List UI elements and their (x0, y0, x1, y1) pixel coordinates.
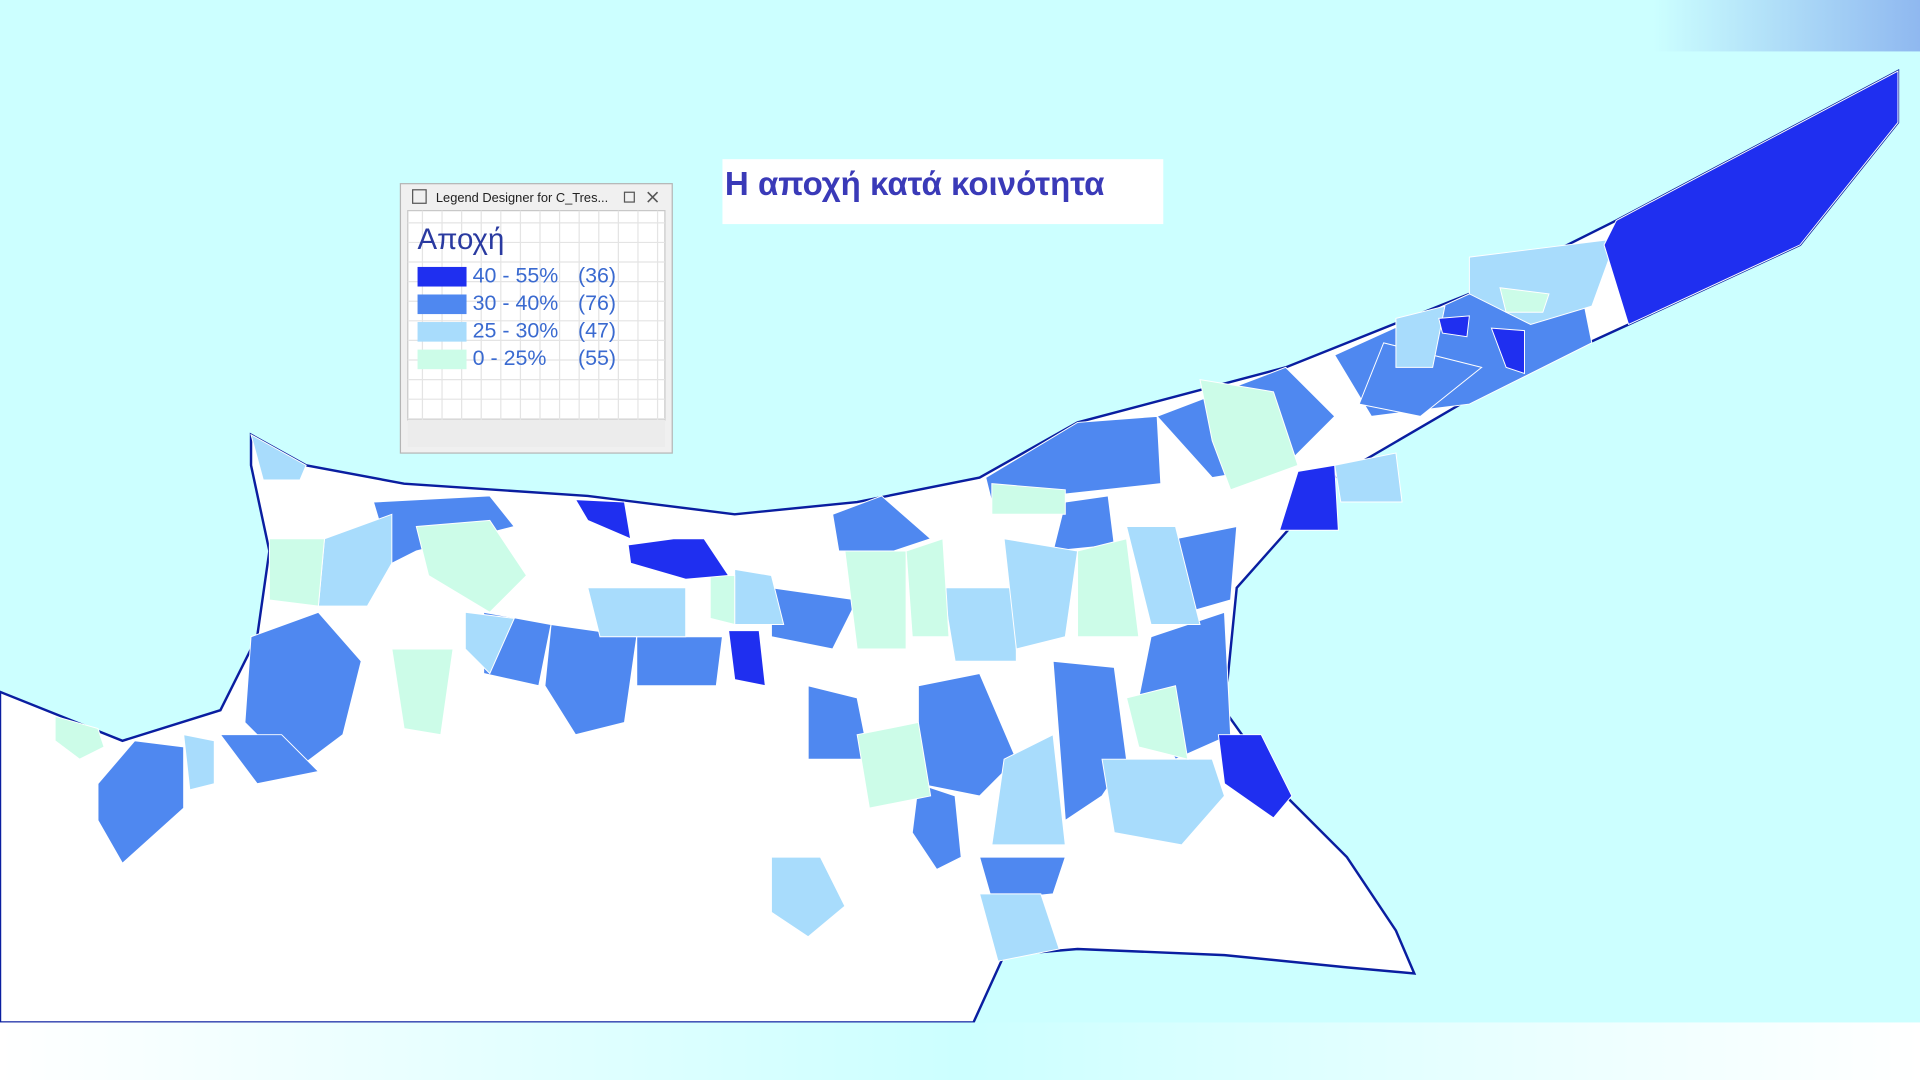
community-region (832, 495, 932, 552)
legend-swatch (417, 266, 467, 287)
community-region (978, 893, 1060, 962)
legend-window: Legend Designer for C_Tres... Αποχή 40 -… (399, 183, 673, 454)
community-region (991, 733, 1066, 846)
legend-count: (47) (578, 318, 616, 342)
maximize-button[interactable] (623, 191, 635, 203)
community-region (1499, 287, 1550, 313)
legend-swatch (417, 349, 467, 370)
community-region (415, 519, 528, 613)
community-region (587, 587, 687, 638)
window-icon (412, 189, 427, 204)
bottom-band (0, 1022, 1920, 1080)
community-region (268, 538, 326, 607)
community-region (844, 550, 907, 650)
community-region (728, 630, 766, 687)
community-region (250, 433, 307, 481)
title-box (722, 159, 1164, 225)
community-region (1217, 734, 1293, 819)
community-region (219, 734, 320, 785)
community-region (978, 856, 1066, 901)
community-region (942, 587, 1017, 662)
community-region (183, 734, 215, 791)
top-band (1653, 0, 1920, 52)
legend-canvas (407, 210, 666, 421)
legend-count: (36) (578, 263, 616, 287)
community-region (1603, 70, 1899, 326)
community-region (985, 415, 1162, 503)
legend-label: 40 - 55% (473, 263, 559, 287)
map-title: Η αποχή κατά κοινότητα (725, 166, 1105, 203)
close-button[interactable] (647, 191, 659, 203)
community-region (244, 611, 362, 773)
community-region (97, 740, 185, 865)
legend-items: 40 - 55% (36) 30 - 40% (76) 25 - 30% (47) 0 - … (417, 263, 616, 370)
regions (54, 70, 1899, 962)
community-region (1003, 538, 1079, 650)
legend-count: (55) (578, 346, 616, 370)
community-region (1395, 305, 1446, 368)
community-region (1125, 526, 1201, 625)
community-region (391, 648, 454, 736)
community-region (1438, 315, 1470, 338)
community-region (574, 499, 632, 540)
community-region (636, 636, 724, 687)
legend-label: 30 - 40% (473, 291, 559, 315)
community-region (856, 721, 932, 809)
legend-count: (76) (578, 291, 616, 315)
community-region (464, 611, 516, 675)
community-region (1490, 327, 1525, 375)
window-title: Legend Designer for C_Tres... (436, 190, 608, 205)
community-region (1101, 758, 1226, 846)
community-region (1334, 452, 1403, 503)
community-region (54, 715, 105, 760)
legend-label: 25 - 30% (473, 318, 559, 342)
community-region (991, 483, 1066, 515)
community-region (1358, 342, 1483, 417)
community-region (709, 575, 736, 626)
community-region (905, 538, 950, 638)
legend-heading: Αποχή (418, 223, 505, 256)
community-region (627, 538, 730, 580)
community-region (911, 783, 962, 871)
community-region (1125, 685, 1189, 760)
community-region (1278, 464, 1339, 531)
community-region (1077, 538, 1140, 638)
community-region (770, 856, 846, 938)
community-region (1199, 378, 1299, 491)
legend-label: 0 - 25% (473, 346, 547, 370)
legend-swatch (417, 294, 467, 315)
legend-swatch (417, 322, 467, 342)
status-strip (407, 420, 665, 447)
